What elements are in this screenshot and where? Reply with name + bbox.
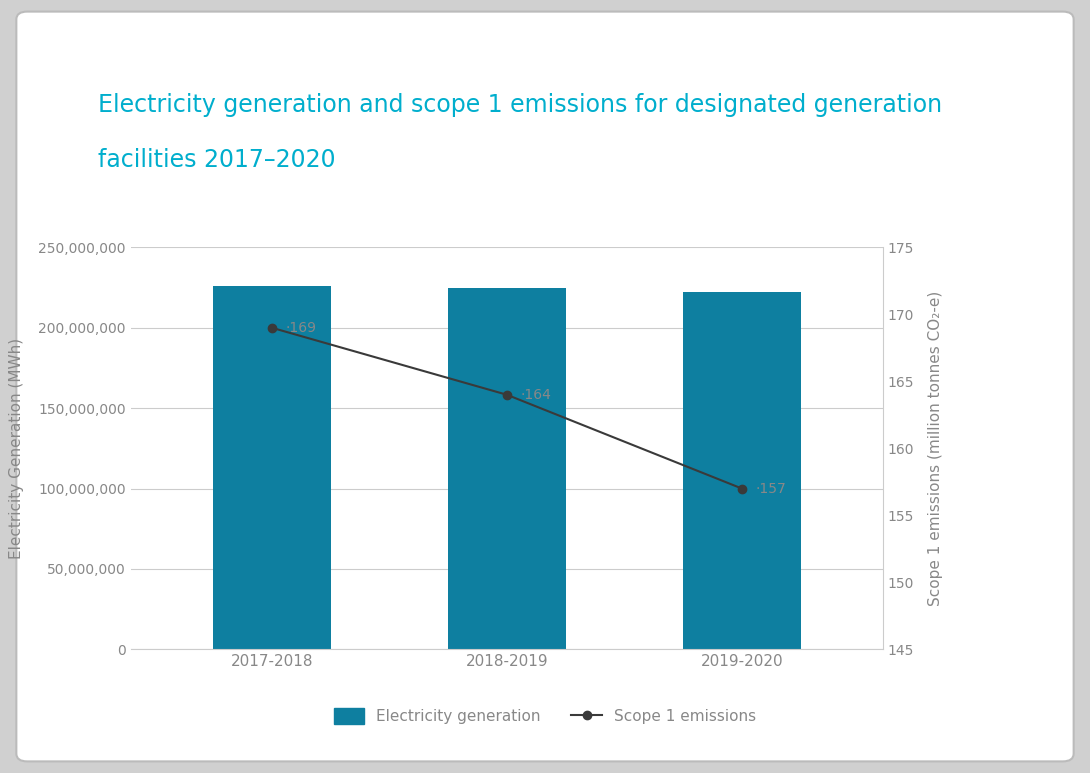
Bar	[213, 286, 330, 649]
Text: ·157: ·157	[755, 482, 787, 495]
Text: ·164: ·164	[521, 388, 552, 402]
Bar	[448, 288, 566, 649]
Legend: Electricity generation, Scope 1 emissions: Electricity generation, Scope 1 emission…	[327, 703, 763, 730]
Text: Electricity generation and scope 1 emissions for designated generation: Electricity generation and scope 1 emiss…	[98, 93, 942, 117]
Bar	[683, 292, 801, 649]
Y-axis label: Electricity Generation (MWh): Electricity Generation (MWh)	[10, 338, 24, 559]
Text: facilities 2017–2020: facilities 2017–2020	[98, 148, 336, 172]
Text: ·169: ·169	[286, 321, 317, 335]
Y-axis label: Scope 1 emissions (million tonnes CO₂-e): Scope 1 emissions (million tonnes CO₂-e)	[929, 291, 943, 606]
